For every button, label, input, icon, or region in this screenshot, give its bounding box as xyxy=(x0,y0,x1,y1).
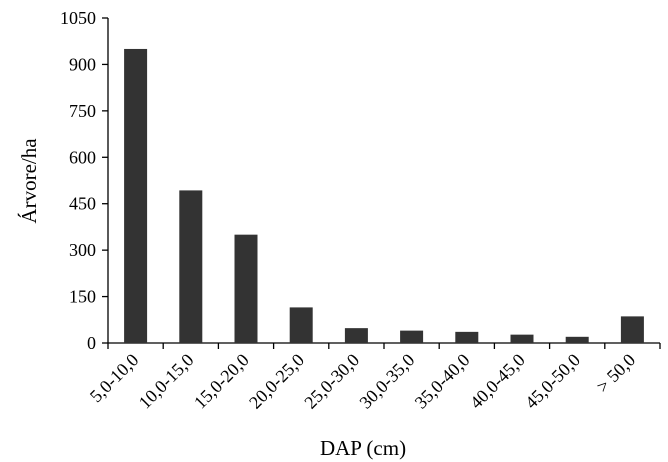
y-tick-label: 750 xyxy=(69,101,96,121)
y-tick-label: 300 xyxy=(69,240,96,260)
bar xyxy=(289,307,313,343)
bar xyxy=(620,316,644,343)
bars xyxy=(124,48,644,343)
bar xyxy=(510,334,534,343)
y-tick-labels: 0 150 300 450 600 750 900 1050 xyxy=(60,8,96,353)
bar xyxy=(234,234,258,343)
bar xyxy=(565,336,589,343)
x-tick-label: 20,0-25,0 xyxy=(245,350,308,413)
bar xyxy=(400,330,424,343)
x-axis-label: DAP (cm) xyxy=(320,436,406,460)
x-tick-label: 10,0-15,0 xyxy=(135,350,198,413)
bar xyxy=(124,48,148,343)
bar xyxy=(179,190,203,343)
bar xyxy=(455,331,479,343)
x-tick-label: 25,0-30,0 xyxy=(300,350,363,413)
y-tick-label: 1050 xyxy=(60,8,96,28)
y-axis-label: Árvore/ha xyxy=(17,138,41,224)
bar xyxy=(344,328,368,343)
y-tick-label: 150 xyxy=(69,287,96,307)
x-tick-label: 45,0-50,0 xyxy=(521,350,584,413)
y-tick-label: 600 xyxy=(69,147,96,167)
y-tick-label: 450 xyxy=(69,194,96,214)
x-tick-label: 5,0-10,0 xyxy=(86,350,143,407)
x-tick-label: 40,0-45,0 xyxy=(466,350,529,413)
y-tick-label: 0 xyxy=(87,333,96,353)
x-tick-label: 30,0-35,0 xyxy=(355,350,418,413)
y-tick-label: 900 xyxy=(69,54,96,74)
x-tick-labels: 5,0-10,010,0-15,015,0-20,020,0-25,025,0-… xyxy=(86,350,639,413)
x-tick-label: 15,0-20,0 xyxy=(190,350,253,413)
x-tick-label: > 50,0 xyxy=(592,350,639,397)
x-tick-label: 35,0-40,0 xyxy=(411,350,474,413)
